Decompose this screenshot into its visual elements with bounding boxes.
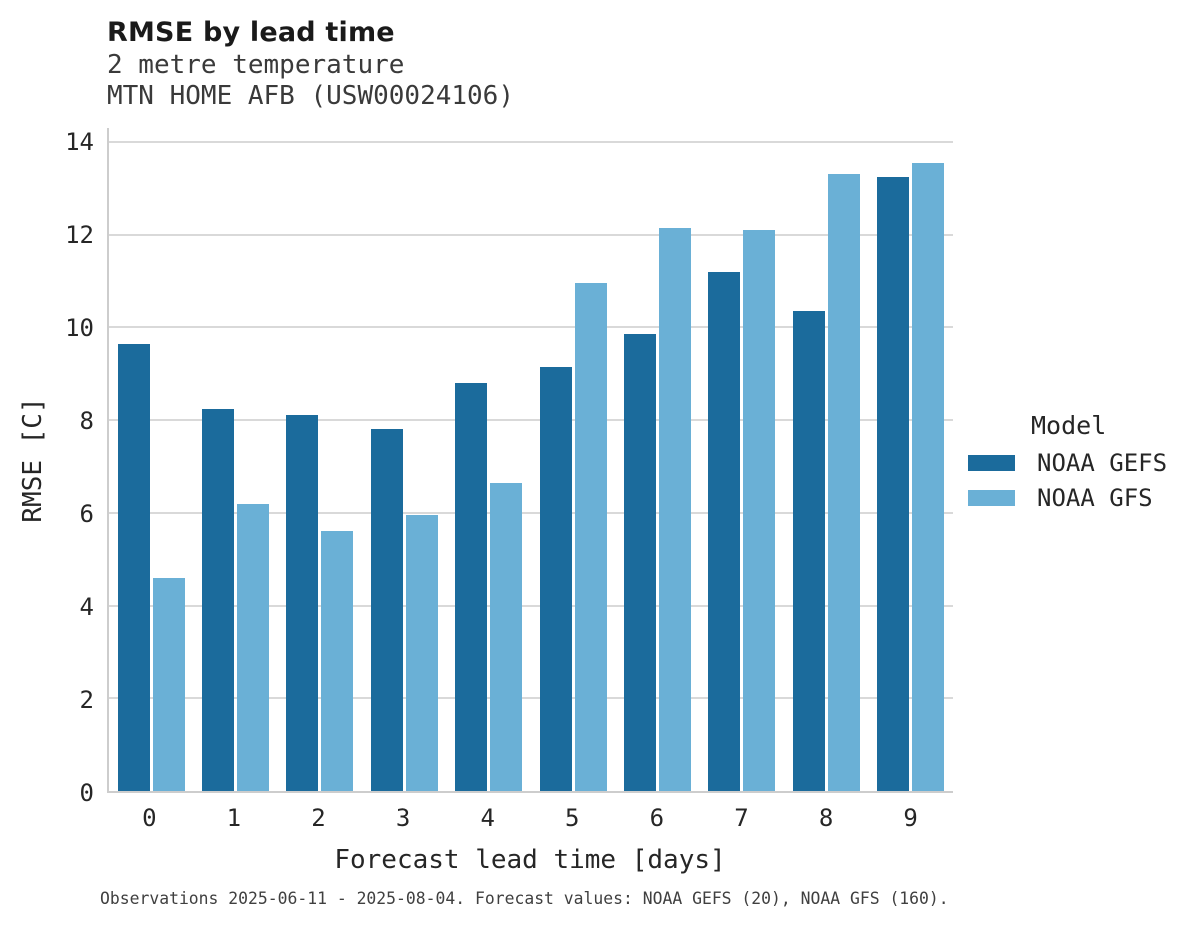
y-tick-label: 8 [79, 406, 94, 435]
bar-noaa-gfs [237, 503, 270, 791]
bar-group-day-1 [193, 128, 277, 791]
x-tick-label: 3 [395, 804, 411, 832]
gridline [109, 233, 953, 236]
x-tick-label: 8 [818, 804, 834, 832]
bar-noaa-gfs [743, 230, 776, 791]
bar-noaa-gfs [912, 162, 945, 791]
bar-noaa-gefs [539, 366, 572, 791]
y-tick-label: 6 [79, 499, 94, 528]
bar-noaa-gefs [202, 408, 235, 791]
y-tick-label: 2 [79, 686, 94, 714]
legend-entry: NOAA GEFS [968, 448, 1192, 477]
bar-group-day-0 [109, 128, 193, 791]
bar-group-day-3 [362, 128, 446, 791]
bar-noaa-gefs [877, 176, 910, 791]
gridlines-layer [109, 128, 953, 791]
x-tick-label: 1 [226, 804, 242, 832]
bar-group-day-6 [615, 128, 699, 791]
bar-noaa-gfs [490, 482, 523, 791]
bar-noaa-gfs [152, 577, 185, 791]
bar-noaa-gfs [574, 283, 607, 791]
chart-subtitle-station: MTN HOME AFB (USW00024106) [107, 81, 514, 111]
chart-title: RMSE by lead time [107, 17, 395, 48]
bar-noaa-gefs [117, 343, 150, 791]
bar-noaa-gefs [370, 429, 403, 791]
x-tick-label: 0 [142, 804, 157, 832]
y-axis-ticks: 0 2 4 6 8 10 12 14 [0, 127, 94, 807]
bar-group-day-4 [447, 128, 531, 791]
plot-area [107, 128, 953, 793]
gridline [109, 697, 953, 700]
bar-noaa-gefs [792, 311, 825, 791]
y-tick-label: 4 [79, 593, 94, 621]
bar-noaa-gfs [827, 174, 860, 791]
legend-entry: NOAA GFS [968, 483, 1192, 512]
y-tick-label: 0 [79, 779, 94, 807]
gridline [109, 604, 953, 607]
bar-noaa-gfs [405, 515, 438, 791]
x-axis-label: Forecast lead time [days] [334, 845, 726, 875]
legend: Model NOAA GEFS NOAA GFS [968, 411, 1192, 512]
bar-noaa-gefs [624, 334, 657, 791]
chart-subtitle-variable: 2 metre temperature [107, 50, 405, 80]
gridline [109, 140, 953, 143]
legend-entries: NOAA GEFS NOAA GFS [968, 448, 1192, 512]
legend-swatch [968, 489, 1015, 506]
legend-label: NOAA GEFS [1037, 448, 1168, 477]
gridline [109, 419, 953, 422]
bar-group-day-5 [531, 128, 615, 791]
bar-group-day-9 [869, 128, 953, 791]
x-tick-label: 9 [903, 804, 918, 832]
bars-layer [109, 128, 953, 791]
bar-group-day-2 [278, 128, 362, 791]
bar-noaa-gefs [286, 415, 319, 791]
bar-noaa-gefs [708, 271, 741, 791]
legend-title: Model [1031, 411, 1107, 440]
bar-group-day-8 [784, 128, 868, 791]
x-tick-label: 4 [480, 804, 495, 832]
x-axis-ticks: 0 1 2 3 4 5 6 7 8 9 [107, 804, 953, 832]
bar-noaa-gefs [455, 383, 488, 791]
x-tick-label: 5 [565, 804, 580, 832]
bar-noaa-gfs [321, 531, 354, 791]
y-tick-label: 12 [65, 220, 94, 249]
legend-label: NOAA GFS [1037, 483, 1153, 512]
x-tick-label: 2 [311, 804, 326, 832]
bar-group-day-7 [700, 128, 784, 791]
x-tick-label: 7 [734, 804, 749, 832]
y-tick-label: 10 [65, 313, 94, 342]
x-tick-label: 6 [649, 804, 665, 832]
gridline [109, 326, 953, 329]
footer-note: Observations 2025-06-11 - 2025-08-04. Fo… [100, 889, 949, 908]
gridline [109, 511, 953, 514]
legend-swatch [968, 454, 1015, 471]
bar-noaa-gfs [659, 227, 692, 791]
y-tick-label: 14 [65, 127, 94, 156]
chart-header: RMSE by lead time 2 metre temperature MT… [107, 16, 514, 112]
